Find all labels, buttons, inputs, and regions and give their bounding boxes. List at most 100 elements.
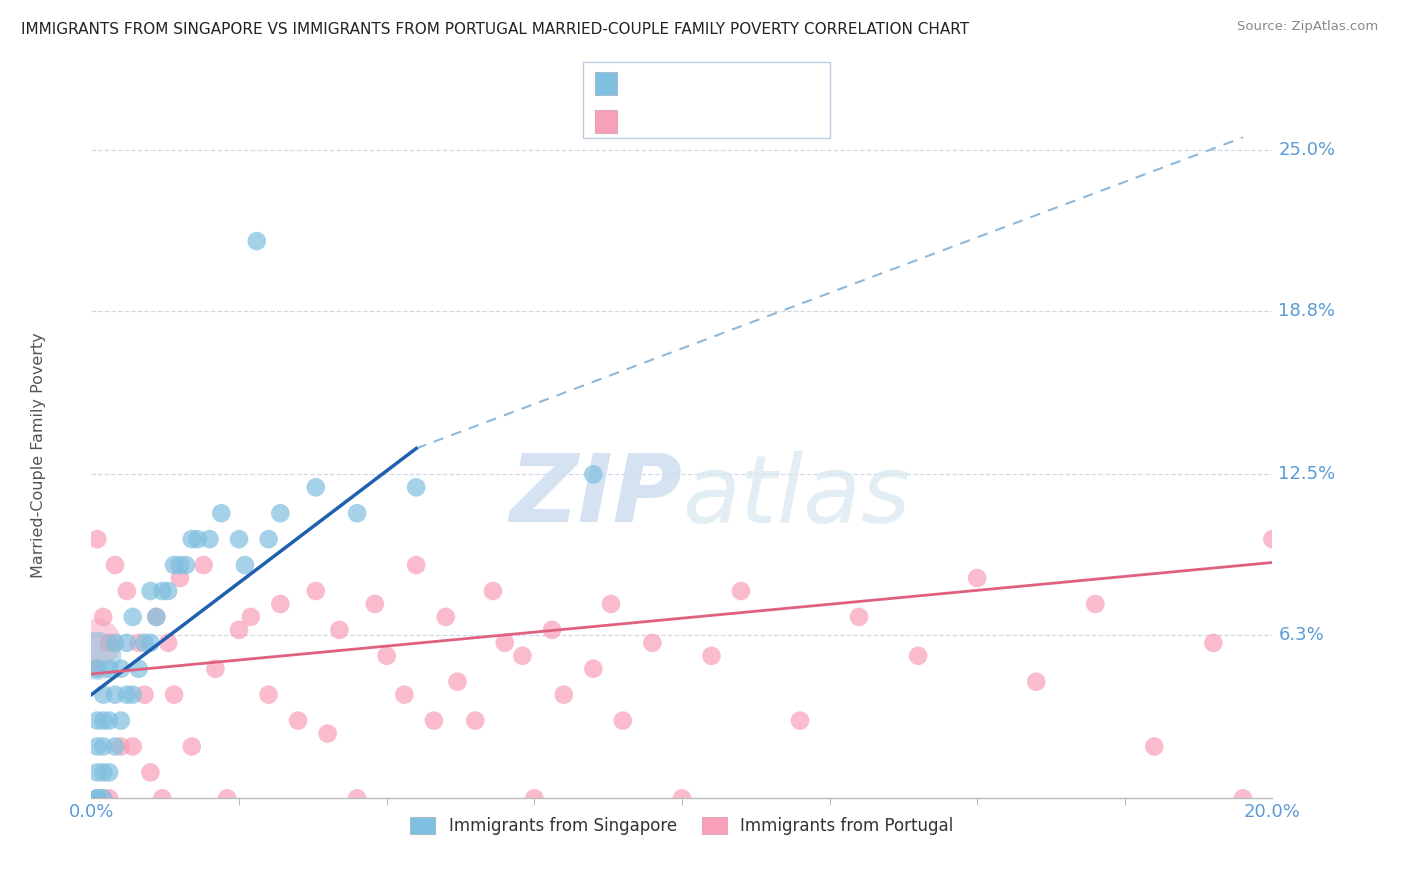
Point — [104, 558, 127, 572]
Point — [169, 571, 191, 585]
Point — [86, 662, 108, 676]
Point — [121, 610, 143, 624]
Text: R = 0.208  N = 62: R = 0.208 N = 62 — [626, 112, 799, 130]
Point — [128, 662, 150, 676]
Point — [364, 597, 387, 611]
Point — [86, 791, 108, 805]
Text: atlas: atlas — [682, 450, 910, 541]
Point — [86, 532, 108, 546]
Text: IMMIGRANTS FROM SINGAPORE VS IMMIGRANTS FROM PORTUGAL MARRIED-COUPLE FAMILY POVE: IMMIGRANTS FROM SINGAPORE VS IMMIGRANTS … — [21, 22, 969, 37]
Text: 6.3%: 6.3% — [1278, 626, 1324, 644]
Point — [104, 688, 127, 702]
Point — [91, 765, 114, 780]
Point — [512, 648, 534, 663]
Point — [1261, 532, 1284, 546]
Text: 12.5%: 12.5% — [1278, 466, 1336, 483]
Point — [269, 506, 291, 520]
Point — [187, 532, 209, 546]
Point — [641, 636, 664, 650]
Point — [287, 714, 309, 728]
Point — [848, 610, 870, 624]
Point — [86, 662, 108, 676]
Text: R = 0.570  N = 47: R = 0.570 N = 47 — [626, 75, 799, 93]
Point — [150, 584, 173, 599]
Point — [110, 714, 132, 728]
Point — [405, 480, 427, 494]
Point — [1084, 597, 1107, 611]
Point — [464, 714, 486, 728]
Point — [110, 662, 132, 676]
Point — [86, 739, 108, 754]
Point — [91, 610, 114, 624]
Point — [671, 791, 693, 805]
Point — [1143, 739, 1166, 754]
Point — [907, 648, 929, 663]
Point — [86, 791, 108, 805]
Point — [193, 558, 215, 572]
Point — [228, 532, 250, 546]
Point — [204, 662, 226, 676]
Point — [1202, 636, 1225, 650]
Point — [541, 623, 564, 637]
Point — [228, 623, 250, 637]
Point — [582, 662, 605, 676]
Point — [180, 739, 202, 754]
Point — [346, 506, 368, 520]
Point — [98, 765, 121, 780]
Point — [269, 597, 291, 611]
Point — [169, 558, 191, 572]
Point — [305, 584, 328, 599]
Point — [482, 584, 505, 599]
Point — [217, 791, 239, 805]
Point — [423, 714, 446, 728]
Point — [394, 688, 416, 702]
Point — [115, 636, 138, 650]
Point — [86, 636, 108, 650]
Point — [134, 688, 156, 702]
Point — [98, 662, 121, 676]
Point — [139, 636, 162, 650]
Text: 18.8%: 18.8% — [1278, 302, 1336, 320]
Point — [174, 558, 197, 572]
Legend: Immigrants from Singapore, Immigrants from Portugal: Immigrants from Singapore, Immigrants fr… — [404, 810, 960, 841]
Point — [789, 714, 811, 728]
Point — [239, 610, 262, 624]
Point — [328, 623, 350, 637]
Point — [346, 791, 368, 805]
Point — [91, 739, 114, 754]
Point — [86, 791, 108, 805]
Point — [104, 636, 127, 650]
Point — [150, 791, 173, 805]
Point — [316, 726, 339, 740]
Point — [139, 584, 162, 599]
Point — [446, 674, 468, 689]
Point — [115, 584, 138, 599]
Point — [128, 636, 150, 650]
Point — [98, 714, 121, 728]
Point — [209, 506, 232, 520]
Point — [246, 234, 269, 248]
Point — [98, 791, 121, 805]
Point — [198, 532, 221, 546]
Point — [494, 636, 516, 650]
Point — [145, 610, 167, 624]
Point — [233, 558, 256, 572]
Point — [91, 791, 114, 805]
Point — [91, 714, 114, 728]
Point — [582, 467, 605, 482]
Point — [104, 739, 127, 754]
Point — [257, 532, 280, 546]
Point — [134, 636, 156, 650]
Point — [405, 558, 427, 572]
Point — [115, 688, 138, 702]
Point — [91, 791, 114, 805]
Point — [1025, 674, 1047, 689]
Point — [157, 636, 180, 650]
Point — [163, 558, 186, 572]
Point — [553, 688, 575, 702]
Point — [86, 648, 108, 663]
Point — [145, 610, 167, 624]
Text: ZIP: ZIP — [509, 450, 682, 542]
Text: 25.0%: 25.0% — [1278, 141, 1336, 160]
Point — [163, 688, 186, 702]
